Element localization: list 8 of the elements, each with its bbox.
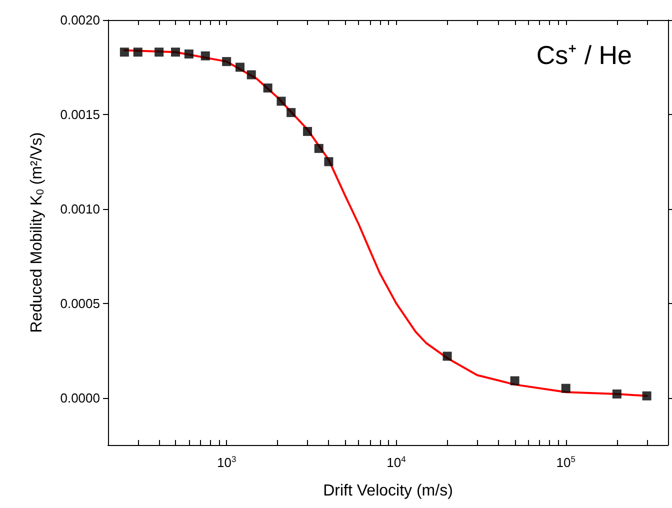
y-tick-label: 0.0010 xyxy=(60,201,100,216)
y-tick-label: 0.0020 xyxy=(60,12,100,28)
y-tick-label: 0.0005 xyxy=(60,296,100,311)
y-axis-title: Reduced Mobility K0 (m²/Vs) xyxy=(28,132,46,333)
y-tick-label: 0.0000 xyxy=(60,390,100,406)
annotation: Cs⁺ / He xyxy=(536,40,632,70)
y-tick-label: 0.0015 xyxy=(60,106,100,122)
x-axis-title: Drift Velocity (m/s) xyxy=(323,482,453,500)
